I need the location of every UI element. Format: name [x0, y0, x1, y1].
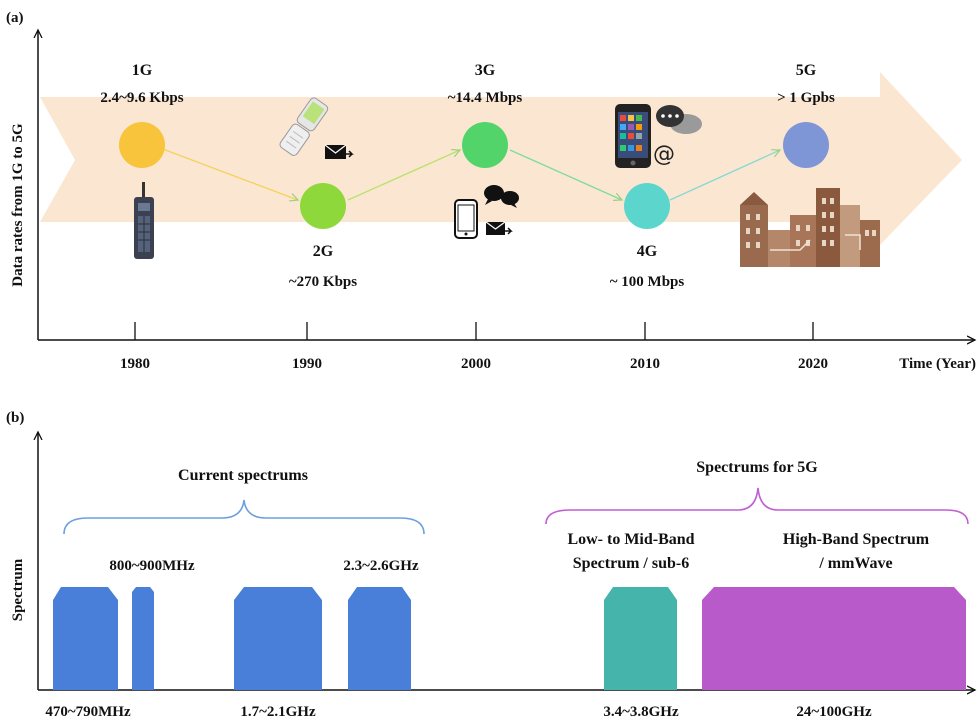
chat-bubbles-icon [484, 185, 519, 208]
panel-a: (a) Data rates from 1G to 5G 1980 1990 2… [6, 10, 976, 372]
year-label-1980: 1980 [120, 356, 150, 372]
y-axis-label: Data rates from 1G to 5G [10, 123, 26, 287]
year-label-2020: 2020 [798, 356, 828, 372]
brick-phone-icon [134, 182, 154, 259]
band-1-7-2-1ghz-block [234, 587, 322, 690]
gen-4g-rate: ~ 100 Mbps [610, 274, 685, 290]
current-spectrum-brace [63, 499, 425, 535]
gen-3g-rate: ~14.4 Mbps [448, 90, 523, 106]
fiveg-spectrum-brace [545, 487, 969, 525]
gen-5g-node [783, 122, 829, 168]
band-2-3-2-6ghz-block [348, 587, 411, 690]
message-envelope-icon [324, 144, 354, 159]
gen-3g-node [462, 122, 508, 168]
year-label-2000: 2000 [461, 356, 491, 372]
gen-5g-name: 5G [796, 62, 817, 79]
year-label-2010: 2010 [630, 356, 660, 372]
band-800-900mhz-block [132, 587, 154, 690]
at-sign-icon: @ [653, 142, 675, 167]
gen-3g-name: 3G [475, 62, 496, 79]
gen-4g-name: 4G [637, 243, 658, 260]
iphone-icon [615, 104, 651, 168]
current-spectrums-label: Current spectrums [178, 467, 308, 484]
band-2-3-2-6ghz-label: 2.3~2.6GHz [343, 558, 419, 574]
gen-2g-node [300, 183, 346, 229]
gen-5g-rate: > 1 Gpbs [777, 90, 835, 106]
smart-city-icon [740, 188, 880, 267]
speech-bubble-icon [656, 105, 702, 134]
low-mid-band-label-line1: Low- to Mid-Band [567, 531, 694, 548]
band-3-4-3-8ghz-label: 3.4~3.8GHz [603, 704, 679, 720]
high-band-label-line2: / mmWave [818, 555, 892, 572]
gen-2g-name: 2G [313, 243, 334, 260]
band-24-100ghz-block [702, 587, 966, 690]
panel-a-label: (a) [6, 10, 24, 26]
gen-1g-name: 1G [132, 62, 153, 79]
band-1-7-2-1ghz-label: 1.7~2.1GHz [240, 704, 316, 720]
x-ticks [134, 322, 814, 340]
email-envelope-icon [485, 221, 513, 235]
panel-b: (b) Spectrum Current spectrums Spectrums… [6, 410, 975, 720]
gen-4g-node [624, 183, 670, 229]
band-470-790mhz-label: 470~790MHz [45, 704, 131, 720]
band-470-790mhz-block [53, 587, 118, 690]
band-24-100ghz-label: 24~100GHz [796, 704, 872, 720]
band-800-900mhz-label: 800~900MHz [109, 558, 195, 574]
panel-b-label: (b) [6, 410, 24, 426]
spectrums-for-5g-label: Spectrums for 5G [696, 459, 818, 476]
gen-2g-rate: ~270 Kbps [289, 274, 357, 290]
gen-1g-rate: 2.4~9.6 Kbps [100, 90, 183, 106]
gen-1g-node [119, 122, 165, 168]
flip-phone-icon [279, 97, 329, 156]
smartphone-icon [454, 199, 478, 239]
band-3-4-3-8ghz-block [604, 587, 677, 690]
x-axis-label: Time (Year) [899, 356, 976, 372]
low-mid-band-label-line2: Spectrum / sub-6 [573, 555, 689, 572]
year-label-1990: 1990 [292, 356, 322, 372]
spectrum-axis-label: Spectrum [10, 558, 26, 621]
high-band-label-line1: High-Band Spectrum [783, 531, 930, 548]
generation-connectors [159, 147, 780, 200]
